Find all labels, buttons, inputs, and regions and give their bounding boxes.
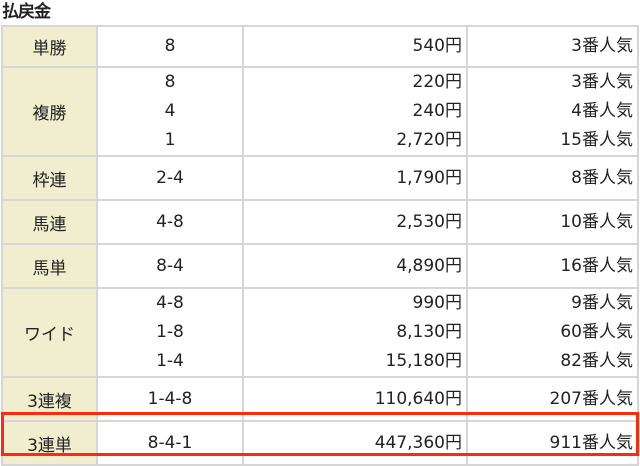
payout-amount-cell: 1,790円 — [242, 155, 468, 201]
popularity-rank: 3番人気 — [571, 36, 633, 56]
combination-cell: 8-4-1 — [96, 420, 244, 466]
combination: 2-4 — [156, 167, 184, 188]
bet-type-label: 3連単 — [1, 420, 98, 466]
popularity-rank: 207番人気 — [549, 388, 633, 409]
popularity-rank: 3番人気 — [571, 72, 633, 92]
popularity-rank: 4番人気 — [571, 101, 633, 121]
bet-type-label: 馬連 — [1, 199, 98, 245]
payout-row: 3連単 8-4-1 447,360円 911番人気 — [1, 420, 639, 466]
combination: 8-4 — [156, 255, 184, 276]
payout-amount: 2,720円 — [396, 130, 462, 150]
combination-cell: 4-8 — [96, 199, 244, 245]
popularity-rank: 16番人気 — [560, 255, 633, 276]
popularity-rank-cell: 911番人気 — [466, 420, 639, 466]
combination: 8 — [164, 72, 176, 92]
combination: 1-4-8 — [147, 388, 193, 409]
popularity-rank: 8番人気 — [571, 167, 633, 188]
popularity-rank: 60番人気 — [560, 322, 633, 342]
payout-row: 単勝 8 540円 3番人気 — [1, 25, 639, 68]
payout-amount: 110,640円 — [374, 388, 462, 409]
payout-amount: 220円 — [412, 72, 462, 92]
payout-amount-cell: 2,530円 — [242, 199, 468, 245]
combination: 4-8 — [156, 211, 184, 232]
popularity-rank: 10番人気 — [560, 211, 633, 232]
payout-amount: 8,130円 — [396, 322, 462, 342]
payout-row: 馬単 8-4 4,890円 16番人気 — [1, 243, 639, 289]
payout-amount: 540円 — [412, 36, 462, 56]
bet-type-label: ワイド — [1, 287, 98, 378]
bet-type-label: 単勝 — [1, 25, 98, 68]
payout-amount: 2,530円 — [396, 211, 462, 232]
popularity-rank: 911番人気 — [549, 432, 633, 453]
payout-amount-cell: 447,360円 — [242, 420, 468, 466]
payout-amount: 4,890円 — [396, 255, 462, 276]
payout-row: ワイド 4-8 1-8 1-4 990円 8,130円 15,180円 9番人気 60番人気 82… — [1, 287, 639, 378]
popularity-rank-cell: 10番人気 — [466, 199, 639, 245]
popularity-rank-cell: 3番人気 — [466, 25, 639, 68]
payout-amount: 15,180円 — [385, 351, 462, 371]
payout-amount-cell: 990円 8,130円 15,180円 — [242, 287, 468, 378]
popularity-rank: 9番人気 — [571, 293, 633, 313]
popularity-rank-cell: 16番人気 — [466, 243, 639, 289]
bet-type-label: 3連複 — [1, 376, 98, 422]
combination: 8-4-1 — [147, 432, 193, 453]
combination: 1-4 — [156, 351, 184, 371]
bet-type-label: 枠連 — [1, 155, 98, 201]
payout-row: 3連複 1-4-8 110,640円 207番人気 — [1, 376, 639, 422]
payout-row: 枠連 2-4 1,790円 8番人気 — [1, 155, 639, 201]
payout-amount-cell: 4,890円 — [242, 243, 468, 289]
popularity-rank-cell: 8番人気 — [466, 155, 639, 201]
combination-cell: 2-4 — [96, 155, 244, 201]
combination-cell: 4-8 1-8 1-4 — [96, 287, 244, 378]
payout-table: 単勝 8 540円 3番人気 複勝 8 4 1 220円 240円 2,720円 3番人気 4番人気 15… — [1, 25, 639, 466]
payout-amount: 1,790円 — [396, 167, 462, 188]
payout-amount-cell: 220円 240円 2,720円 — [242, 66, 468, 157]
payout-row: 馬連 4-8 2,530円 10番人気 — [1, 199, 639, 245]
combination-cell: 8 — [96, 25, 244, 68]
combination: 1-8 — [156, 322, 184, 342]
combination: 4-8 — [156, 293, 184, 313]
combination-cell: 8 4 1 — [96, 66, 244, 157]
combination-cell: 1-4-8 — [96, 376, 244, 422]
combination: 4 — [164, 101, 176, 121]
combination-cell: 8-4 — [96, 243, 244, 289]
payout-amount-cell: 540円 — [242, 25, 468, 68]
combination: 1 — [164, 130, 176, 150]
payout-amount: 240円 — [412, 101, 462, 121]
payout-amount-cell: 110,640円 — [242, 376, 468, 422]
popularity-rank-cell: 9番人気 60番人気 82番人気 — [466, 287, 639, 378]
combination: 8 — [164, 36, 176, 56]
bet-type-label: 馬単 — [1, 243, 98, 289]
payout-amount: 447,360円 — [374, 432, 462, 453]
bet-type-label: 複勝 — [1, 66, 98, 157]
popularity-rank: 15番人気 — [560, 130, 633, 150]
payout-heading: 払戻金 — [2, 2, 51, 22]
popularity-rank-cell: 3番人気 4番人気 15番人気 — [466, 66, 639, 157]
payout-row: 複勝 8 4 1 220円 240円 2,720円 3番人気 4番人気 15番人気 — [1, 66, 639, 157]
payout-amount: 990円 — [412, 293, 462, 313]
popularity-rank-cell: 207番人気 — [466, 376, 639, 422]
popularity-rank: 82番人気 — [560, 351, 633, 371]
